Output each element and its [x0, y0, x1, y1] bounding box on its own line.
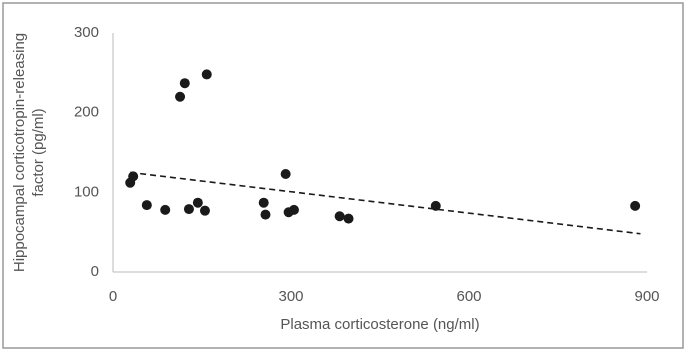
y-axis-label: Hippocampal corticotropin-releasing — [11, 33, 28, 272]
y-tick-label: 0 — [91, 263, 99, 280]
x-tick-label: 300 — [278, 288, 303, 305]
y-tick-label: 100 — [74, 183, 99, 200]
point — [343, 213, 354, 224]
point — [128, 171, 139, 182]
point — [280, 169, 291, 180]
trendline — [130, 171, 641, 235]
x-tick-label: 600 — [456, 288, 481, 305]
point — [199, 205, 210, 216]
point — [258, 197, 269, 208]
x-axis-label: Plasma corticosterone (ng/ml) — [280, 316, 479, 333]
point — [175, 91, 186, 102]
point — [179, 78, 190, 89]
point — [288, 204, 299, 215]
y-tick-label: 300 — [74, 24, 99, 41]
y-tick-label: 200 — [74, 104, 99, 121]
point — [260, 209, 271, 220]
point — [334, 211, 345, 222]
y-axis-label: factor (pg/ml) — [30, 108, 47, 196]
point — [183, 204, 194, 215]
point — [201, 69, 212, 80]
frame — [2, 2, 684, 349]
x-tick-label: 900 — [634, 288, 659, 305]
point — [160, 204, 171, 215]
point — [192, 197, 203, 208]
x-tick-label: 0 — [109, 288, 117, 305]
point — [630, 200, 641, 211]
point — [141, 200, 152, 211]
